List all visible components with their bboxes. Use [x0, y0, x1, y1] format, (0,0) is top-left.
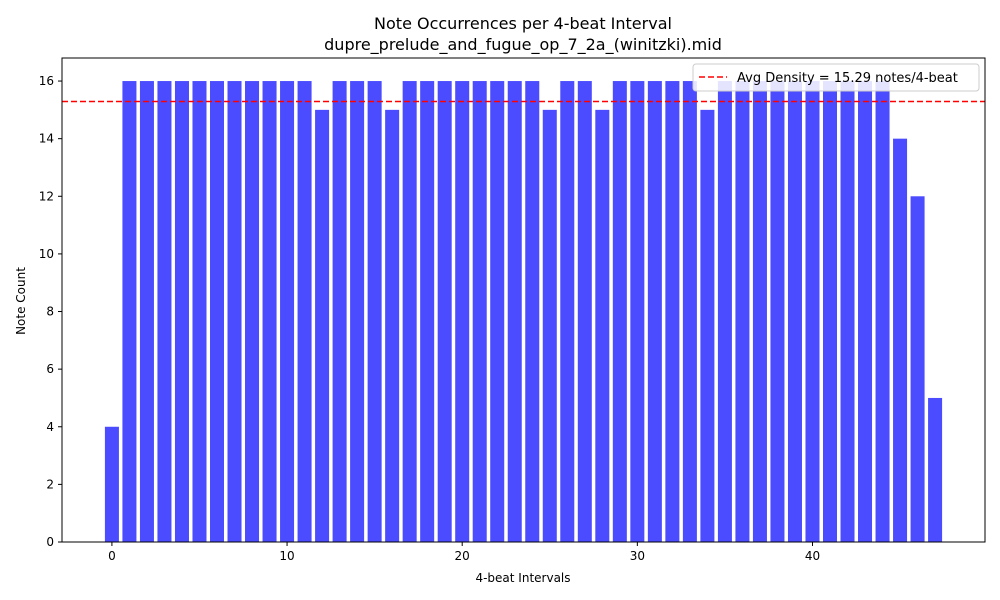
bar-31 — [647, 81, 662, 543]
bar-45 — [893, 138, 908, 542]
chart-subtitle: dupre_prelude_and_fugue_op_7_2a_(winitzk… — [324, 35, 722, 55]
bar-37 — [752, 81, 767, 543]
bar-0 — [104, 426, 119, 542]
x-axis-label: 4-beat Intervals — [475, 571, 570, 585]
bar-19 — [437, 81, 452, 543]
bar-34 — [700, 109, 715, 542]
y-tick-label-14: 14 — [39, 132, 54, 146]
bar-30 — [630, 81, 645, 543]
bar-36 — [735, 81, 750, 543]
legend: Avg Density = 15.29 notes/4-beat — [692, 63, 980, 92]
bar-13 — [332, 81, 347, 543]
bar-24 — [525, 81, 540, 543]
bar-32 — [665, 81, 680, 543]
bar-21 — [472, 81, 487, 543]
x-tick-label-10: 10 — [279, 549, 294, 563]
bar-14 — [350, 81, 365, 543]
bar-18 — [420, 81, 435, 543]
bar-10 — [280, 81, 295, 543]
x-tick-label-40: 40 — [805, 549, 820, 563]
bar-22 — [490, 81, 505, 543]
bar-9 — [262, 81, 277, 543]
y-tick-label-8: 8 — [46, 305, 54, 319]
bar-38 — [770, 81, 785, 543]
bar-2 — [139, 81, 154, 543]
bar-28 — [595, 109, 610, 542]
bar-26 — [560, 81, 575, 543]
bar-16 — [385, 109, 400, 542]
bar-7 — [227, 81, 242, 543]
bar-15 — [367, 81, 382, 543]
plot-frame — [61, 57, 986, 543]
bar-12 — [315, 109, 330, 542]
bar-11 — [297, 81, 312, 543]
bar-29 — [612, 81, 627, 543]
x-tick-label-20: 20 — [455, 549, 470, 563]
y-axis-label: Note Count — [14, 267, 28, 335]
y-tick-label-12: 12 — [39, 189, 54, 203]
bar-8 — [245, 81, 260, 543]
bar-39 — [787, 81, 802, 543]
bar-4 — [174, 81, 189, 543]
y-tick-label-0: 0 — [46, 535, 54, 549]
y-tick-label-16: 16 — [39, 74, 54, 88]
bar-44 — [875, 81, 890, 543]
bar-46 — [910, 196, 925, 543]
bar-25 — [542, 109, 557, 542]
bar-33 — [682, 81, 697, 543]
y-tick-label-6: 6 — [46, 362, 54, 376]
bar-1 — [122, 81, 137, 543]
legend-label: Avg Density = 15.29 notes/4-beat — [737, 71, 958, 86]
y-tick-label-4: 4 — [46, 420, 54, 434]
bar-5 — [192, 81, 207, 543]
y-tick-label-10: 10 — [39, 247, 54, 261]
bar-17 — [402, 81, 417, 543]
bar-3 — [157, 81, 172, 543]
bars — [104, 81, 943, 543]
legend-box — [692, 63, 980, 92]
bar-40 — [805, 81, 820, 543]
x-axis-ticks: 0 10 20 30 40 — [108, 542, 820, 563]
bar-47 — [928, 397, 943, 542]
bar-42 — [840, 81, 855, 543]
x-tick-label-30: 30 — [630, 549, 645, 563]
y-axis-ticks: 0 2 4 6 8 10 12 14 16 — [39, 74, 62, 549]
bar-20 — [455, 81, 470, 543]
bar-43 — [858, 81, 873, 543]
bar-6 — [209, 81, 225, 543]
bar-35 — [717, 81, 732, 543]
bar-23 — [507, 81, 522, 543]
chart-title: Note Occurrences per 4-beat Interval — [374, 14, 672, 33]
x-tick-label-0: 0 — [108, 549, 116, 563]
bar-41 — [822, 81, 838, 543]
y-tick-label-2: 2 — [46, 477, 54, 491]
bar-27 — [577, 81, 592, 543]
